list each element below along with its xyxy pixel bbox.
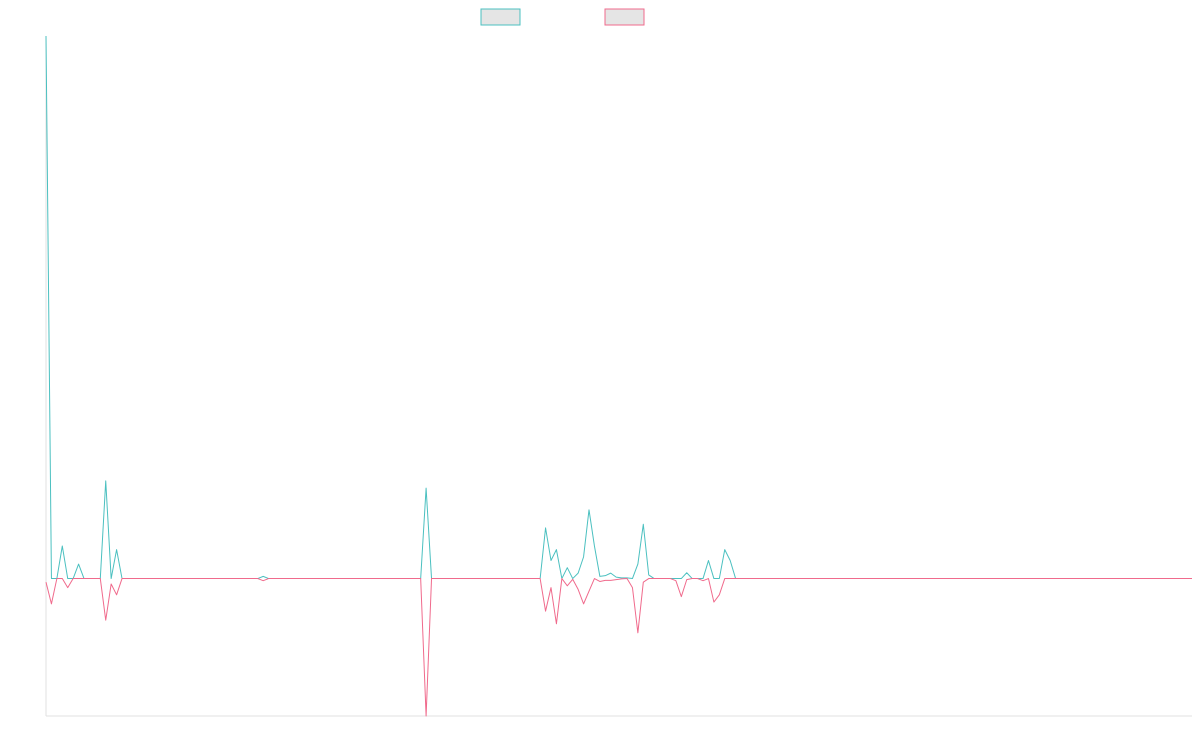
legend [480,8,645,26]
legend-swatch-2[interactable] [604,8,645,26]
series-layer [45,35,1192,717]
legend-swatch-1[interactable] [480,8,521,26]
series-line-2 [45,578,1192,717]
series-line-1 [45,35,1192,580]
